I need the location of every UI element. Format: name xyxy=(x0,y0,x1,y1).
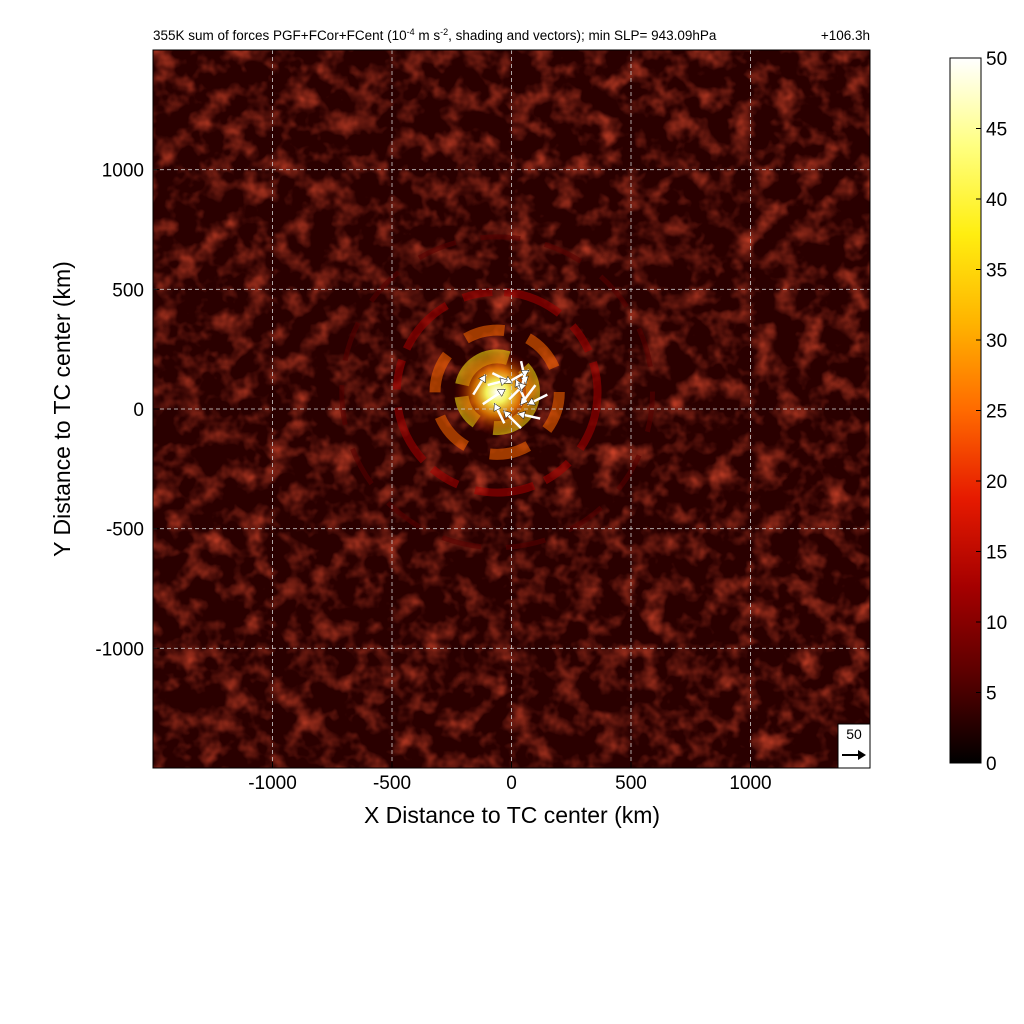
plot-area xyxy=(153,50,870,768)
colorbar-tick-label: 50 xyxy=(986,49,1007,70)
time-label: +106.3h xyxy=(821,28,870,43)
colorbar-tick-label: 15 xyxy=(986,543,1007,564)
colorbar-tick-label: 10 xyxy=(986,613,1007,634)
reference-vector-label: 50 xyxy=(846,726,862,742)
force-ring xyxy=(339,234,656,551)
x-tick-label: 1000 xyxy=(729,773,771,794)
vector-layer xyxy=(472,360,548,430)
colorbar-tick-label: 0 xyxy=(986,754,997,775)
x-tick-label: -500 xyxy=(373,773,411,794)
x-axis-ticks: -1000 -500 0 500 1000 xyxy=(248,762,772,794)
force-vector-head xyxy=(493,402,502,412)
x-tick-label: 500 xyxy=(615,773,647,794)
inner-core-layer xyxy=(454,349,541,436)
colorbar-tick-label: 40 xyxy=(986,190,1007,211)
x-tick-label: 0 xyxy=(506,773,517,794)
colorbar-tick-label: 45 xyxy=(986,120,1007,141)
y-tick-label: 500 xyxy=(112,280,144,301)
force-ring xyxy=(429,324,565,460)
force-ring xyxy=(392,287,602,497)
force-vector-head xyxy=(503,410,512,419)
force-vector-head xyxy=(526,397,536,406)
y-tick-label: 0 xyxy=(133,400,144,421)
colorbar-tick-label: 20 xyxy=(986,472,1007,493)
y-axis-ticks: -1000 -500 0 500 1000 xyxy=(95,161,159,660)
x-tick-label: -1000 xyxy=(248,773,297,794)
colorbar-tick-label: 30 xyxy=(986,331,1007,352)
force-vector-head xyxy=(517,410,526,420)
grid-layer xyxy=(153,50,870,768)
inner-core xyxy=(454,349,541,436)
y-tick-label: 1000 xyxy=(102,161,144,182)
colorbar-tick-label: 25 xyxy=(986,402,1007,423)
force-vector-head xyxy=(518,382,527,392)
reference-vector-box xyxy=(837,723,871,769)
reference-vector-key: 50 xyxy=(837,723,871,769)
force-vector-head xyxy=(496,388,506,397)
chart-title: 355K sum of forces PGF+FCor+FCent (10-4 … xyxy=(153,27,717,43)
x-axis-label: X Distance to TC center (km) xyxy=(364,802,660,828)
force-vector-head xyxy=(478,374,487,384)
colorbar-tick-label: 35 xyxy=(986,261,1007,282)
y-tick-label: -500 xyxy=(106,520,144,541)
y-axis-label: Y Distance to TC center (km) xyxy=(49,261,75,557)
colorbar-tick-label: 5 xyxy=(986,684,997,705)
colorbar-ticks: 0 5 10 15 20 25 30 35 40 45 50 xyxy=(976,49,1007,775)
y-tick-label: -1000 xyxy=(95,639,144,660)
force-vector-head xyxy=(499,377,509,387)
reference-vector-arrowhead xyxy=(858,750,866,760)
colorbar: 0 5 10 15 20 25 30 35 40 45 50 xyxy=(949,49,1007,775)
